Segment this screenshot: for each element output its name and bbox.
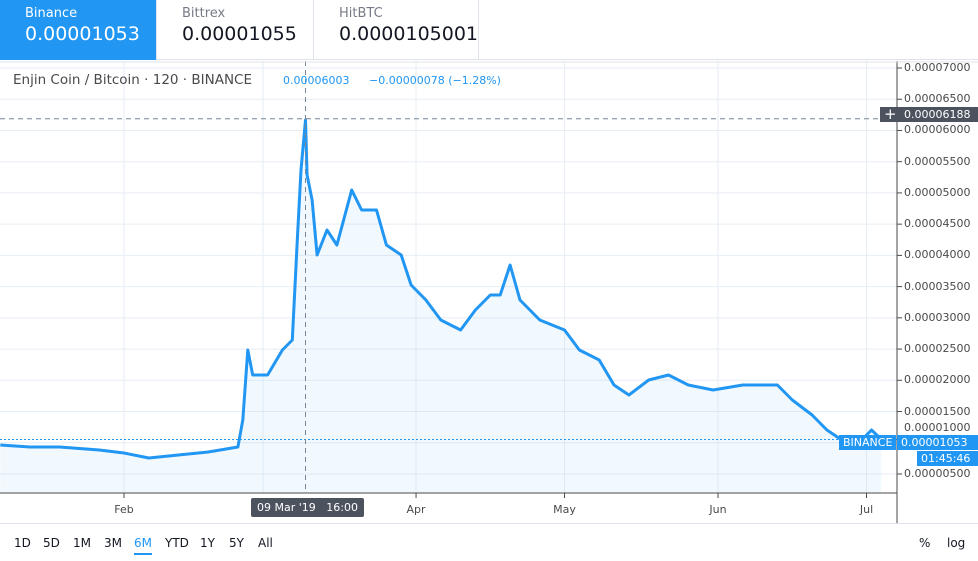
log-scale-button[interactable]: log — [947, 536, 966, 550]
price-tick-label: 0.00004500 — [904, 217, 971, 231]
range-button-6m[interactable]: 6M — [134, 536, 152, 555]
range-button-3m[interactable]: 3M — [104, 536, 122, 550]
price-tick-label: 0.00001000 — [904, 420, 971, 434]
bottom-toolbar: 1D 5D 1M 3M 6M YTD 1Y 5Y All % log — [0, 523, 978, 561]
range-button-all[interactable]: All — [258, 536, 273, 550]
exchange-tab-binance[interactable]: Binance 0.00001053 — [0, 0, 157, 60]
time-tick-label: May — [553, 503, 576, 516]
price-tick-label: 0.00007000 — [904, 61, 971, 74]
price-chart[interactable] — [0, 61, 978, 523]
price-tick-label: 0.00006500 — [904, 92, 971, 106]
range-button-1d[interactable]: 1D — [14, 536, 31, 550]
exchange-tab-bittrex[interactable]: Bittrex 0.00001055 — [157, 0, 314, 60]
time-tick-label: Feb — [114, 503, 134, 516]
price-tick-label: 0.00002500 — [904, 342, 971, 356]
exchange-tabs: Binance 0.00001053 Bittrex 0.00001055 HitB… — [0, 0, 978, 60]
price-tick-label: 0.00004000 — [904, 248, 971, 262]
range-button-ytd[interactable]: YTD — [165, 536, 189, 550]
price-tick-label: 0.00005500 — [904, 154, 971, 168]
time-tick-label: Apr — [406, 503, 426, 516]
price-tick-label: 0.00003500 — [904, 279, 971, 293]
legend-price: 0.00006003 — [283, 74, 350, 87]
time-tick-label: Jun — [709, 503, 727, 516]
price-tick-label: 0.00006000 — [904, 123, 971, 137]
price-tick-label: 0.00000500 — [904, 466, 971, 480]
legend-change: −0.00000078 (−1.28%) — [369, 74, 501, 87]
price-tick-label: 0.00001500 — [904, 404, 971, 418]
range-button-5y[interactable]: 5Y — [229, 536, 244, 550]
time-tick-label: Jul — [859, 503, 874, 516]
price-line — [0, 118, 883, 460]
percent-scale-button[interactable]: % — [919, 536, 931, 550]
last-price-label: 0.00001053 — [897, 435, 978, 450]
crosshair-price-label: 0.00006188 — [880, 107, 978, 122]
range-button-1m[interactable]: 1M — [73, 536, 91, 550]
range-button-5d[interactable]: 5D — [43, 536, 60, 550]
symbol-title: Enjin Coin / Bitcoin · 120 · BINANCE — [13, 72, 252, 88]
range-button-1y[interactable]: 1Y — [200, 536, 215, 550]
area-fill — [0, 120, 882, 493]
crosshair-time-label: 09 Mar '19 16:00 — [251, 498, 364, 517]
plus-icon[interactable]: + — [884, 105, 897, 123]
last-price-exchange-label: BINANCE — [839, 435, 896, 450]
price-tick-label: 0.00002000 — [904, 373, 971, 387]
price-tick-label: 0.00003000 — [904, 310, 971, 324]
price-tick-label: 0.00005000 — [904, 185, 971, 199]
bar-countdown: 01:45:46 — [917, 451, 978, 466]
exchange-tab-hitbtc[interactable]: HitBTC 0.0000105001 — [314, 0, 479, 60]
chart-legend: Enjin Coin / Bitcoin · 120 · BINANCE 0.0… — [13, 72, 501, 88]
